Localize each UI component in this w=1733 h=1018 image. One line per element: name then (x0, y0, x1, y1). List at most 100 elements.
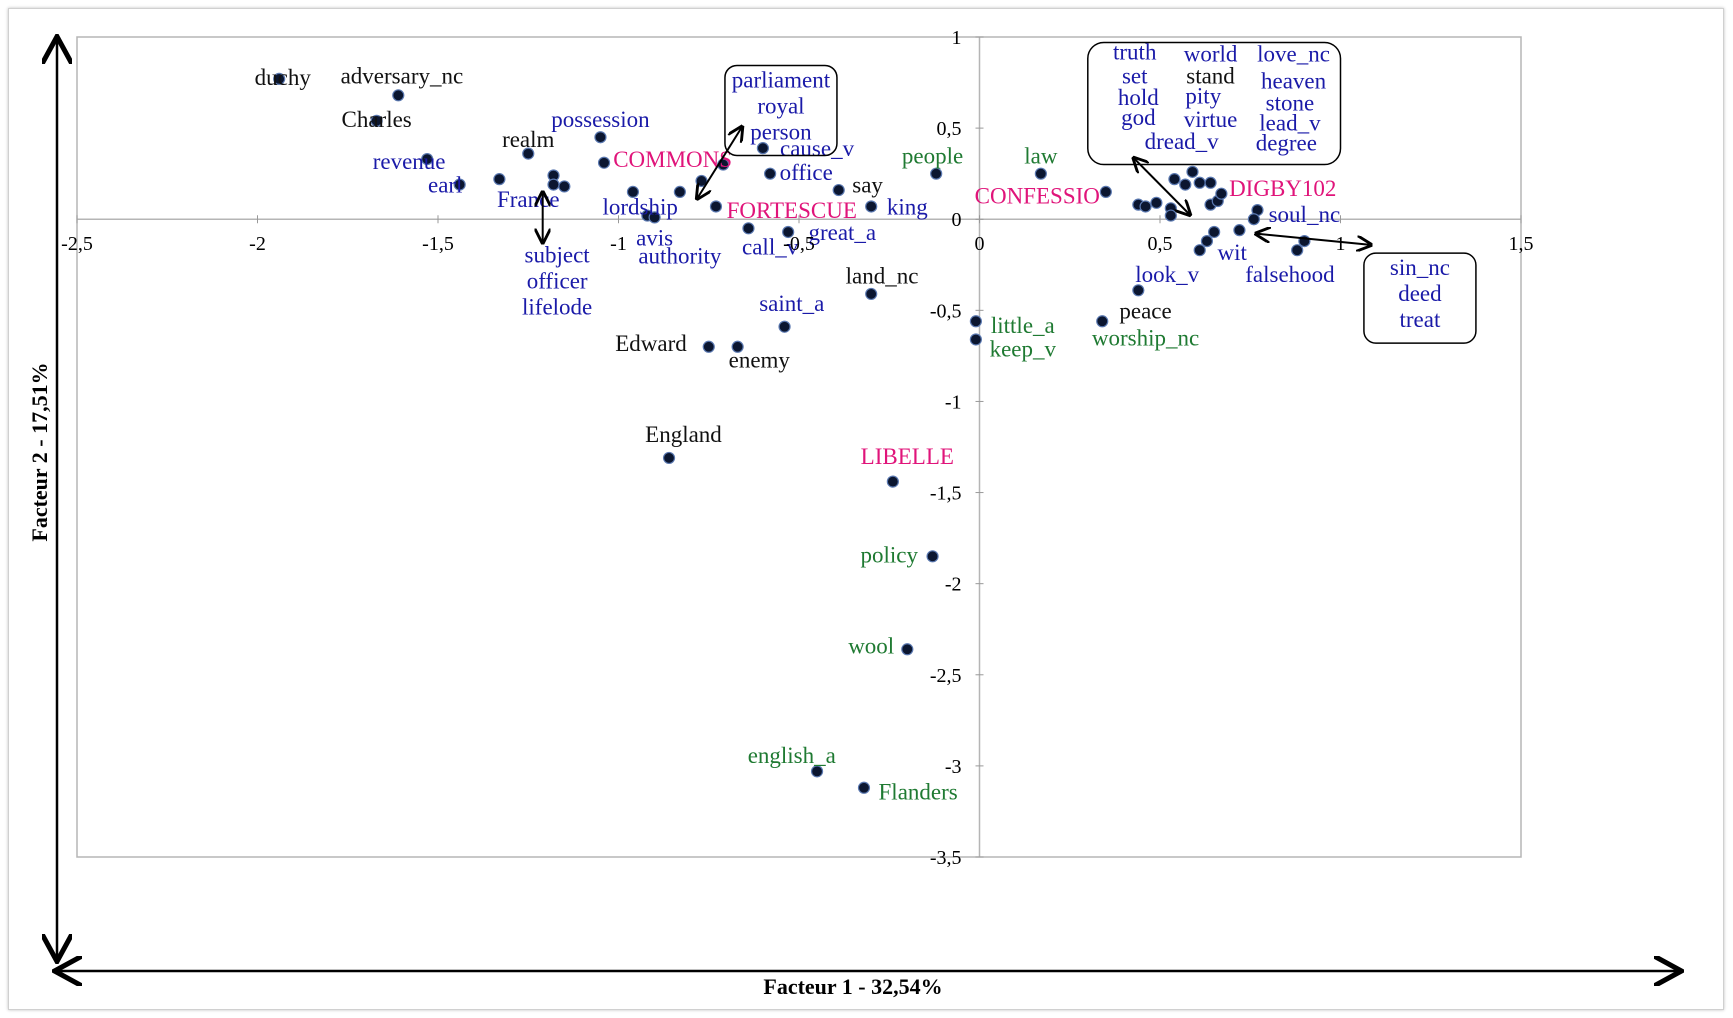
y-tick-label: 0,5 (937, 118, 962, 140)
data-point (558, 180, 571, 193)
x-tick-label: 0,5 (1148, 233, 1173, 255)
point-label: avis (636, 225, 673, 250)
group-word: subject (525, 242, 591, 267)
point-label: earl (428, 173, 462, 198)
cluster-word: degree (1256, 131, 1317, 156)
data-point (392, 89, 405, 102)
point-label: great_a (808, 220, 876, 245)
data-point (926, 550, 939, 563)
x-tick-label: 0 (975, 233, 985, 255)
group-box (1363, 252, 1477, 344)
cluster-word: lead_v (1259, 111, 1321, 136)
data-point (865, 200, 878, 213)
x-tick-label: -2 (249, 233, 266, 255)
point-label: worship_nc (1092, 326, 1199, 351)
point-label: saint_a (759, 291, 824, 316)
group-word: officer (527, 268, 588, 293)
point-label: Charles (341, 107, 411, 132)
data-point (1215, 187, 1228, 200)
data-point (421, 152, 434, 166)
data-point (778, 320, 791, 333)
data-point (1150, 196, 1163, 209)
cluster-word: set (1122, 63, 1148, 88)
data-point (673, 185, 686, 198)
data-point (810, 765, 824, 778)
point-label: king (887, 194, 928, 219)
data-point (273, 72, 286, 86)
data-point (709, 200, 723, 213)
x-tick-label: 1 (1336, 233, 1346, 255)
point-label: DIGBY102 (1229, 176, 1336, 201)
data-point (597, 156, 611, 169)
y-tick-label: -1 (945, 391, 962, 413)
cluster-word: truth (1113, 40, 1157, 65)
point-label: enemy (729, 348, 791, 373)
data-point (1291, 244, 1304, 257)
point-label: law (1024, 143, 1058, 168)
point-label: COMMONS (613, 147, 732, 172)
data-point (782, 225, 795, 239)
point-label: people (902, 143, 963, 168)
data-point (886, 475, 899, 488)
data-point (453, 178, 466, 191)
data-point (969, 333, 982, 346)
point-label: realm (502, 127, 554, 152)
data-point (731, 340, 744, 353)
x-tick-label: -1 (610, 233, 627, 255)
data-point (1193, 176, 1206, 189)
cluster-word: world (1184, 41, 1238, 66)
cluster-word: pity (1185, 83, 1221, 108)
annotation-arrow (1257, 234, 1369, 245)
data-point (522, 147, 535, 160)
data-point (1233, 224, 1246, 237)
point-label: France (497, 187, 560, 212)
data-point (969, 315, 982, 328)
data-point (1139, 200, 1152, 213)
point-label: England (645, 422, 722, 447)
y-tick-label: -2,5 (930, 665, 962, 687)
point-label: Flanders (879, 779, 958, 804)
y-tick-label: -1,5 (930, 483, 962, 505)
data-point (370, 114, 383, 127)
point-label: adversary_nc (341, 63, 464, 88)
data-point (857, 781, 871, 794)
group-box (724, 64, 838, 157)
data-point (1099, 185, 1112, 198)
point-label: office (780, 160, 833, 185)
data-point (1132, 284, 1145, 297)
y-tick-label: -0,5 (930, 300, 962, 322)
data-point (1200, 234, 1214, 248)
data-point (1186, 165, 1199, 178)
data-point (901, 643, 914, 656)
point-label: call_v (742, 235, 799, 260)
data-point (764, 167, 777, 180)
group-word: parliament (732, 67, 831, 92)
data-point (1179, 178, 1192, 191)
group-word: person (750, 119, 812, 144)
data-point (1034, 167, 1047, 180)
x-axis-title: Facteur 1 - 32,54% (763, 974, 942, 999)
chart-frame: duchy adversary_nc Charles realm possession r… (8, 8, 1724, 1010)
data-point (493, 173, 506, 186)
data-point (756, 142, 770, 155)
plot-area (76, 36, 1522, 858)
point-label: Edward (615, 331, 687, 356)
data-point (1247, 213, 1260, 226)
data-point (930, 167, 943, 180)
data-point (1164, 209, 1177, 222)
data-point (702, 340, 715, 353)
y-axis-title: Facteur 2 - 17,51% (27, 362, 52, 541)
data-point (865, 287, 878, 301)
annotation-arrow (698, 128, 741, 197)
data-point (662, 451, 676, 465)
x-tick-label: -0,5 (783, 233, 815, 255)
point-label: look_v (1135, 262, 1199, 287)
point-label: land_nc (846, 264, 919, 289)
point-label: keep_v (990, 337, 1057, 362)
cluster-word: virtue (1184, 107, 1238, 132)
data-point (742, 222, 755, 235)
point-label: falsehood (1245, 262, 1335, 287)
data-point (594, 131, 607, 144)
data-point (626, 185, 640, 198)
